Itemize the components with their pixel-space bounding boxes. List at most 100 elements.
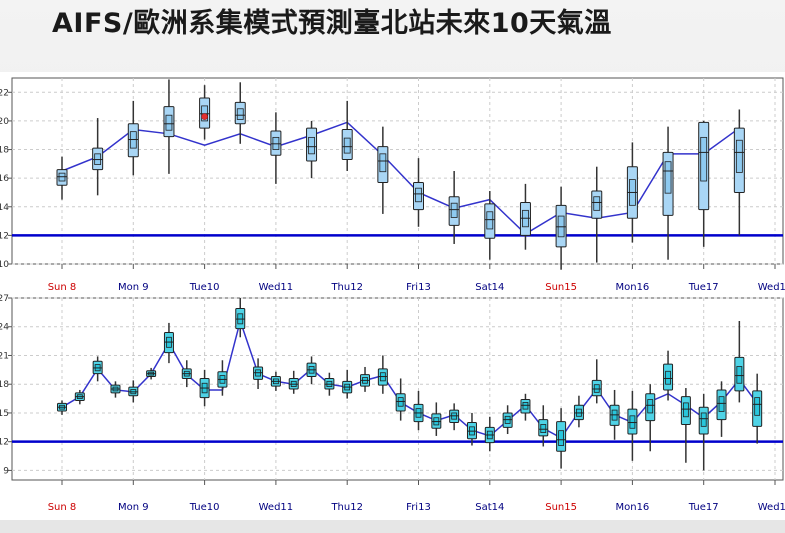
box-plot xyxy=(734,320,745,403)
box-plot xyxy=(733,109,745,236)
box-plot xyxy=(181,360,192,388)
y-tick-label: 21 xyxy=(0,351,9,361)
box-plot xyxy=(484,416,495,452)
box-inner xyxy=(308,136,315,155)
box-plot xyxy=(519,183,531,250)
box-plot xyxy=(556,408,567,469)
box-plot xyxy=(146,367,157,380)
x-tick-label: Sat14 xyxy=(475,282,504,293)
box-inner xyxy=(593,196,601,211)
box-plot xyxy=(716,381,727,437)
y-tick-label: 18 xyxy=(0,146,9,156)
box-plot xyxy=(609,389,620,440)
x-tick-label: Thu12 xyxy=(330,502,363,513)
box-plot xyxy=(538,405,549,447)
box-plot xyxy=(520,393,531,421)
box-plot xyxy=(270,371,281,391)
box-plot xyxy=(235,298,246,338)
box-plot xyxy=(663,350,674,401)
x-tick-label: Sun15 xyxy=(545,282,577,293)
box-plot xyxy=(270,112,282,184)
box-plot xyxy=(324,372,335,396)
y-tick-label: 10 xyxy=(0,260,9,270)
x-tick-label: Tue17 xyxy=(688,502,719,513)
box-plot xyxy=(413,390,424,431)
box-plot xyxy=(627,390,638,461)
box-plot xyxy=(360,366,371,392)
box-plot xyxy=(680,388,691,463)
box-plot xyxy=(288,370,299,394)
box-inner xyxy=(343,137,351,154)
y-tick-label: 14 xyxy=(0,203,9,213)
box-plot xyxy=(253,358,264,389)
x-tick-label: Wed11 xyxy=(259,502,294,513)
box-plot xyxy=(484,191,496,260)
box-plot xyxy=(413,158,424,227)
box-inner xyxy=(558,430,564,446)
max-temperature-panel: 10 12 14 16 18 20 22 Sun 8 Mon 9 Tue10 Wed11 Thu12 F… xyxy=(0,77,785,293)
box-inner xyxy=(540,424,547,433)
box-inner xyxy=(664,161,672,194)
box-plot xyxy=(110,381,121,398)
box-plot xyxy=(752,373,763,444)
box-plot xyxy=(698,120,710,247)
box-plot xyxy=(306,356,317,385)
x-tick-label: Sun 8 xyxy=(48,502,77,513)
box-inner xyxy=(682,402,689,418)
box-plot xyxy=(502,405,513,435)
box-inner xyxy=(736,366,743,384)
x-tick-label: Mon16 xyxy=(615,502,649,513)
box-inner xyxy=(486,211,494,230)
observation-marker xyxy=(201,113,208,120)
box-plot xyxy=(163,322,174,364)
box-inner xyxy=(735,139,743,173)
box-inner xyxy=(647,399,654,414)
ensemble-mean-line xyxy=(61,121,740,235)
y-tick-label: 9 xyxy=(3,466,9,476)
x-tick-label: Sun 8 xyxy=(48,282,77,293)
chart-panel: 10 12 14 16 18 20 22 Sun 8 Mon 9 Tue10 Wed11 Thu12 F… xyxy=(0,72,785,520)
plot-frame xyxy=(11,297,784,481)
y-tick-label: 20 xyxy=(0,117,9,127)
box-plot xyxy=(199,85,211,140)
box-plot xyxy=(341,100,353,171)
box-plot xyxy=(92,356,103,382)
box-inner xyxy=(236,108,244,120)
box-plot xyxy=(573,395,584,428)
box-plot xyxy=(56,156,68,200)
box-plot xyxy=(199,369,210,407)
box-plot xyxy=(217,360,228,396)
box-plot xyxy=(555,186,567,270)
x-tick-label: Wed18 xyxy=(758,282,785,293)
box-inner xyxy=(700,412,707,427)
box-plot xyxy=(591,166,603,263)
y-tick-label: 15 xyxy=(0,409,9,419)
x-tick-label: Mon 9 xyxy=(118,502,149,513)
box-plot xyxy=(698,393,709,471)
x-tick-label: Sat14 xyxy=(475,502,504,513)
box-inner xyxy=(754,397,761,416)
box-inner xyxy=(450,202,458,218)
y-tick-label: 18 xyxy=(0,380,9,390)
x-tick-label: Wed11 xyxy=(259,282,294,293)
box-plot xyxy=(449,403,460,431)
x-tick-label: Thu12 xyxy=(330,282,363,293)
x-tick-label: Tue17 xyxy=(688,282,719,293)
y-tick-label: 12 xyxy=(0,438,9,448)
y-tick-label: 27 xyxy=(0,294,9,304)
x-tick-label: Wed18 xyxy=(758,502,785,513)
box-plot xyxy=(466,412,477,446)
box-inner xyxy=(700,136,708,182)
box-plot xyxy=(626,142,638,243)
y-tick-label: 12 xyxy=(0,231,9,241)
box-plot xyxy=(128,380,139,403)
box-plot xyxy=(92,118,104,196)
ensemble-temperature-charts: 10 12 14 16 18 20 22 Sun 8 Mon 9 Tue10 Wed11 Thu12 F… xyxy=(0,77,785,513)
x-tick-label: Fri13 xyxy=(406,282,431,293)
box-plot xyxy=(395,378,406,421)
x-tick-label: Sun15 xyxy=(545,502,577,513)
x-tick-label: Mon16 xyxy=(615,282,649,293)
box-plot xyxy=(127,100,139,176)
y-tick-label: 16 xyxy=(0,174,9,184)
box-plot xyxy=(306,120,318,179)
